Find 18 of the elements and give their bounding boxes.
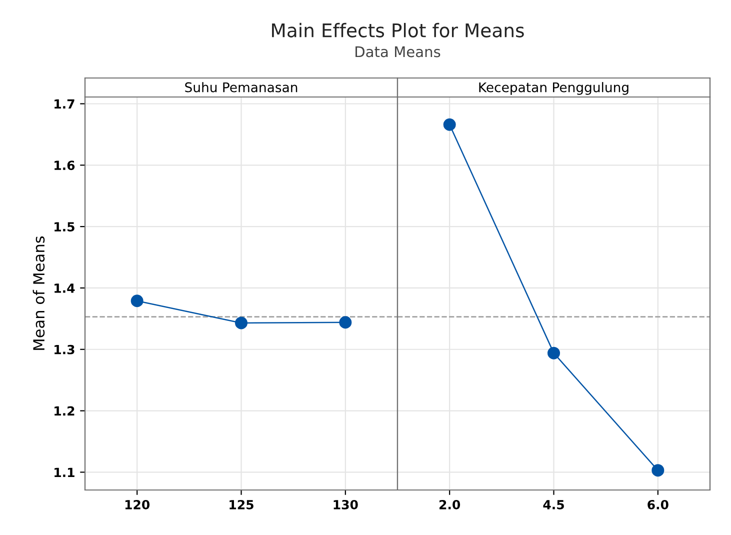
y-tick-label: 1.3 <box>54 344 74 354</box>
y-tick-label: 1.1 <box>54 468 74 477</box>
x-tick-label: 2.0 <box>440 500 460 510</box>
y-axis-title: Mean of Means <box>32 236 45 350</box>
text: Main Effects Plot for Means <box>272 22 524 38</box>
chart-title: Kecepatan Penggulung <box>479 82 628 95</box>
text: Data Means <box>356 46 440 58</box>
x-tick-label: 4.5 <box>543 500 564 510</box>
y-tick-label: 1.4 <box>54 284 75 293</box>
y-tick-label: 1.7 <box>54 99 74 109</box>
x-tick-label: 120 <box>125 500 150 510</box>
x-tick-label: 6.0 <box>648 500 668 510</box>
y-tick-label: 1.6 <box>54 160 75 170</box>
y-tick-label: 1.5 <box>54 222 74 232</box>
chart-title: Suhu Pemanasan <box>185 82 298 92</box>
x-tick-label: 130 <box>334 500 358 510</box>
x-tick-label: 125 <box>230 500 254 510</box>
y-tick-label: 1.2 <box>54 406 74 416</box>
